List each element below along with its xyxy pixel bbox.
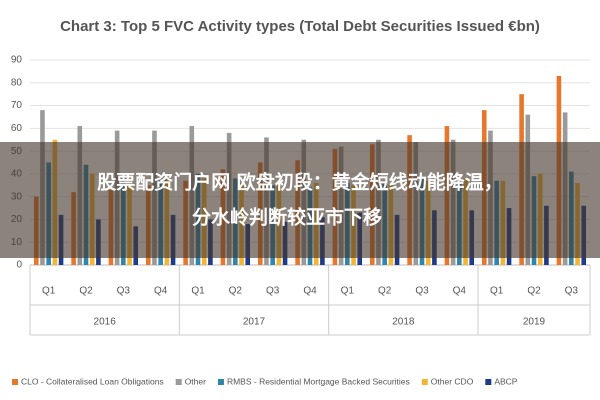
y-tick-label: 80	[11, 77, 23, 88]
legend-swatch	[12, 379, 18, 385]
y-tick-label: 70	[11, 100, 23, 111]
x-tick-label: Q1	[191, 286, 205, 297]
x-tick-label: Q2	[527, 286, 541, 297]
legend-label: CLO - Collateralised Loan Obligations	[21, 376, 164, 386]
x-tick-label: Q3	[415, 286, 429, 297]
group-label: 2017	[243, 317, 266, 328]
legend-label: ABCP	[494, 376, 517, 386]
legend-swatch	[175, 379, 182, 385]
overlay-text: 股票配资门户网 欧盘初段：黄金短线动能降温，	[97, 171, 503, 194]
legend-label: Other CDO	[431, 376, 474, 386]
legend-swatch	[217, 379, 224, 385]
x-tick-label: Q2	[79, 286, 93, 297]
x-tick-label: Q3	[117, 286, 131, 297]
group-label: 2018	[392, 317, 415, 328]
x-tick-label: Q3	[266, 286, 280, 297]
x-tick-label: Q1	[490, 286, 504, 297]
legend-label: Other	[185, 376, 206, 386]
legend-swatch	[421, 379, 428, 385]
overlay-text: 分水岭判断较亚市下移	[192, 206, 382, 229]
x-tick-label: Q1	[341, 286, 355, 297]
y-tick-label: 0	[16, 260, 22, 271]
y-tick-label: 90	[11, 55, 23, 66]
x-tick-label: Q4	[303, 286, 317, 297]
x-tick-label: Q3	[565, 286, 579, 297]
x-tick-label: Q2	[378, 286, 392, 297]
group-label: 2019	[523, 317, 546, 328]
x-tick-label: Q2	[229, 286, 243, 297]
x-tick-label: Q1	[42, 286, 56, 297]
group-label: 2016	[94, 317, 117, 328]
legend-label: RMBS - Residential Mortgage Backed Secur…	[227, 376, 410, 386]
chart-title: Chart 3: Top 5 FVC Activity types (Total…	[60, 18, 540, 35]
x-tick-label: Q4	[453, 286, 467, 297]
x-tick-label: Q4	[154, 286, 168, 297]
legend-swatch	[485, 379, 492, 385]
overlay-banner	[0, 142, 600, 258]
y-tick-label: 60	[11, 123, 23, 134]
